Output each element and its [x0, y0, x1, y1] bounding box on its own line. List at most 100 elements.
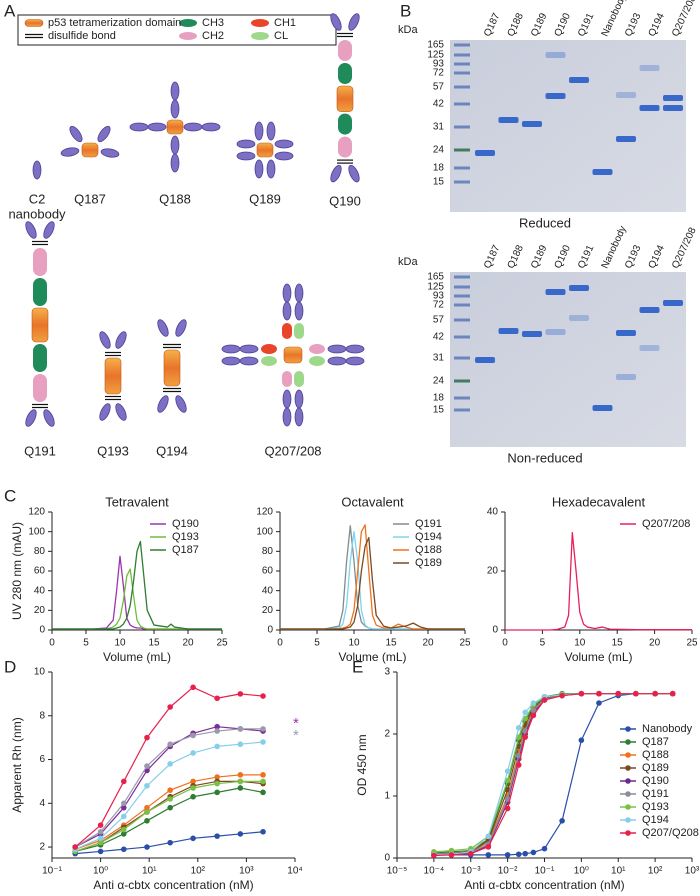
chart-title: Octavalent [341, 494, 404, 509]
fit-line [74, 686, 264, 848]
legend-label: Q187 [172, 544, 199, 556]
p53-domain [104, 357, 122, 395]
gel-band [639, 65, 660, 71]
data-point [260, 693, 266, 699]
legend-label: Q187 [642, 736, 669, 748]
legend-marker [625, 739, 631, 745]
y-tick-label: 80 [262, 546, 274, 557]
data-point [504, 787, 511, 793]
panel-letter: E [352, 657, 363, 676]
legend-label: Q193 [642, 801, 669, 813]
nanobody-domain [294, 283, 304, 303]
nanobody-domain [274, 151, 294, 161]
data-point [578, 737, 585, 743]
fit-line [433, 693, 673, 854]
lane-label: Q187 [482, 243, 502, 270]
annotation: * [293, 727, 299, 744]
x-tick-label: 25 [686, 638, 698, 649]
y-tick-label: 0 [492, 625, 498, 636]
marker-label: 24 [433, 145, 445, 156]
x-tick-label: 5 [83, 638, 89, 649]
legend-label: Q191 [642, 788, 669, 800]
constant-domain [282, 323, 292, 339]
data-point [485, 844, 492, 850]
data-point [190, 785, 196, 791]
legend-label: CH1 [274, 17, 296, 29]
legend-marker [625, 726, 631, 732]
panel-letter: C [4, 486, 16, 505]
nanobody-domain [274, 139, 294, 149]
gel-caption: Non-reduced [507, 450, 582, 465]
legend-marker [625, 791, 631, 797]
data-point [522, 734, 529, 740]
construct-label: C2 [29, 191, 46, 206]
data-point [559, 818, 565, 824]
data-point [260, 772, 266, 778]
gel-band [569, 77, 589, 83]
y-tick-label: 40 [34, 585, 46, 596]
legend-label: Q190 [172, 518, 199, 530]
gel-band [663, 300, 683, 306]
data-point [214, 695, 220, 702]
y-tick-label: 3 [384, 667, 390, 678]
nanobody-domain [201, 122, 221, 132]
x-axis-label: Volume (mL) [103, 650, 171, 664]
construct-label: Q187 [74, 191, 106, 206]
constant-domain [309, 344, 325, 354]
marker-label: 72 [433, 68, 445, 79]
x-tick-label: 25 [459, 638, 471, 649]
y-tick-label: 2 [39, 842, 45, 853]
constant-domain [261, 356, 277, 366]
chart-title: Tetravalent [105, 494, 169, 509]
data-point [190, 793, 196, 800]
legend-marker [625, 830, 631, 836]
data-point [485, 833, 492, 840]
x-tick-label: 10 [114, 638, 126, 649]
nanobody-domain [236, 139, 256, 149]
x-tick-label: 10 [348, 638, 360, 649]
data-point [541, 845, 548, 852]
nanobody-domain [282, 283, 292, 303]
data-point [144, 804, 150, 811]
lane-label: Q189 [529, 243, 549, 270]
constant-domain [309, 356, 325, 366]
gel-band [522, 121, 542, 127]
y-axis-label: Apparent Rh (nm) [10, 717, 24, 812]
gel-band [545, 52, 566, 58]
data-point [522, 850, 529, 857]
nanobody-domain [115, 403, 127, 421]
x-tick-label: 20 [422, 638, 434, 649]
y-tick-label: 0 [39, 625, 45, 636]
gel-band [663, 95, 683, 101]
gel-band [545, 93, 566, 99]
legend-label: Q194 [415, 531, 442, 543]
marker-label: 72 [433, 300, 445, 311]
x-tick-label: 10⁻¹ [42, 866, 62, 877]
data-point [144, 763, 150, 769]
nanobody-domain [345, 356, 365, 366]
data-point [237, 691, 244, 697]
gel-band [663, 105, 683, 111]
data-point [120, 800, 127, 807]
nanobody-domain [294, 301, 304, 321]
nanobody-domain [348, 164, 360, 183]
nanobody-domain [170, 135, 180, 155]
data-point [120, 831, 127, 837]
constant-domain [33, 278, 47, 306]
ladder-band [454, 396, 470, 400]
data-point [190, 778, 196, 785]
x-axis-label: Volume (mL) [564, 650, 632, 664]
ladder-band [454, 43, 470, 47]
lane-label: Q194 [647, 243, 667, 270]
constant-domain [251, 19, 269, 27]
marker-label: 31 [433, 122, 445, 133]
y-tick-label: 6 [39, 754, 45, 765]
nanobody-domain [170, 153, 180, 173]
marker-label: 93 [433, 59, 445, 70]
data-point [144, 734, 150, 741]
p53-domain [283, 346, 303, 364]
constant-domain [294, 371, 304, 387]
data-point [144, 809, 150, 815]
data-point [167, 704, 173, 710]
